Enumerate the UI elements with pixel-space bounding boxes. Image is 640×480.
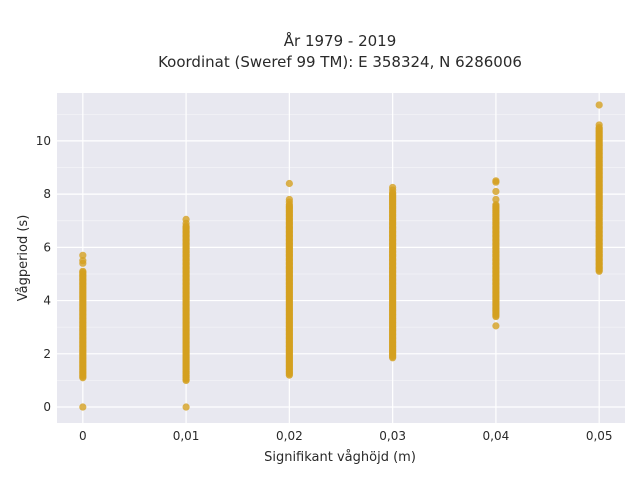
data-point xyxy=(595,121,603,129)
y-tick-label: 6 xyxy=(43,240,51,254)
x-tick-label: 0,04 xyxy=(483,429,510,443)
x-tick-label: 0,05 xyxy=(586,429,613,443)
data-point xyxy=(492,201,500,209)
plot-area xyxy=(57,93,625,423)
data-points xyxy=(79,101,603,411)
y-tick-label: 2 xyxy=(43,347,51,361)
data-point xyxy=(79,403,87,411)
data-point xyxy=(79,251,87,259)
y-tick-label: 4 xyxy=(43,294,51,308)
data-point xyxy=(79,267,87,275)
data-point xyxy=(389,183,397,192)
data-point xyxy=(492,195,500,204)
y-tick-label: 8 xyxy=(43,187,51,201)
data-point xyxy=(285,179,293,188)
data-point xyxy=(492,187,500,196)
data-point xyxy=(182,215,190,224)
x-axis-ticks: 0 0,01 0,02 0,03 0,04 0,05 xyxy=(79,429,613,443)
x-axis-label: Signifikant våghöjd (m) xyxy=(264,450,416,465)
chart-title-line-2: Koordinat (Sweref 99 TM): E 358324, N 62… xyxy=(158,53,522,71)
y-tick-label: 0 xyxy=(43,400,51,414)
data-point xyxy=(492,322,500,330)
data-point xyxy=(595,101,603,109)
data-point xyxy=(182,403,190,411)
y-axis-ticks: 0 2 4 6 8 10 xyxy=(36,134,51,414)
data-point xyxy=(285,195,293,204)
x-tick-label: 0,02 xyxy=(276,429,303,443)
x-tick-label: 0,01 xyxy=(173,429,200,443)
data-point xyxy=(492,177,500,185)
x-tick-label: 0 xyxy=(79,429,87,443)
y-axis-label: Vågperiod (s) xyxy=(16,215,31,302)
y-tick-label: 10 xyxy=(36,134,51,148)
x-tick-label: 0,03 xyxy=(379,429,406,443)
chart-title-line-1: År 1979 - 2019 xyxy=(284,31,397,50)
data-point xyxy=(79,257,87,265)
